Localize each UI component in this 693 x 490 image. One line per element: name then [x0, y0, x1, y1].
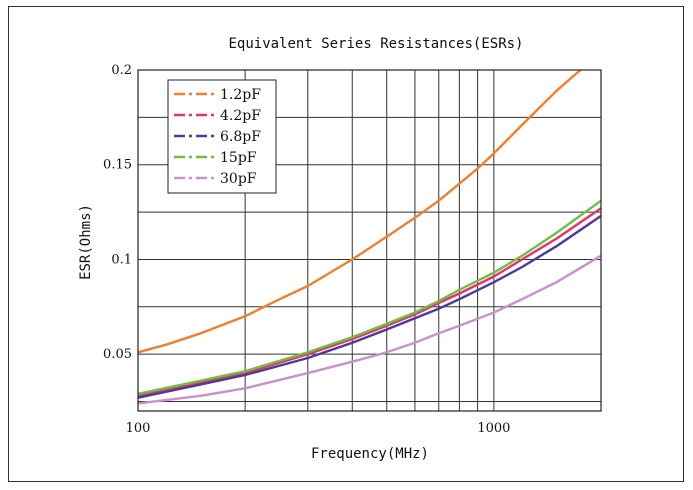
legend-label: 6.8pF — [220, 129, 261, 145]
y-tick-label: 0.15 — [103, 158, 132, 173]
series-line-4-2pf — [138, 207, 601, 397]
legend-box — [167, 79, 277, 194]
series-lines — [138, 70, 601, 405]
chart-frame — [8, 6, 684, 482]
y-tick-label: 0.05 — [103, 347, 132, 362]
y-tick-label: 0.1 — [111, 252, 132, 267]
plot-area-border — [137, 69, 602, 412]
series-line-30pf — [138, 254, 601, 405]
series-line-6-8pf — [138, 214, 601, 399]
x-tick-label: 1000 — [477, 421, 510, 436]
series-line-15pf — [138, 199, 601, 396]
legend-label: 15pF — [220, 150, 257, 166]
legend: 1.2pF 4.2pF 6.8pF 15pF 30pF — [167, 79, 277, 194]
y-axis-label: ESR(Ohms) — [78, 204, 94, 280]
y-tick-label: 0.2 — [111, 63, 132, 78]
legend-label: 4.2pF — [220, 108, 261, 124]
legend-label: 1.2pF — [220, 87, 261, 103]
tick-labels: 0.05 0.1 0.15 0.2 100 1000 — [103, 63, 510, 436]
x-axis-label: Frequency(MHz) — [311, 446, 429, 462]
legend-label: 30pF — [220, 171, 257, 187]
series-line-1-2pf — [138, 70, 582, 354]
chart-title: Equivalent Series Resistances(ESRs) — [228, 36, 523, 52]
x-tick-label: 100 — [126, 421, 151, 436]
